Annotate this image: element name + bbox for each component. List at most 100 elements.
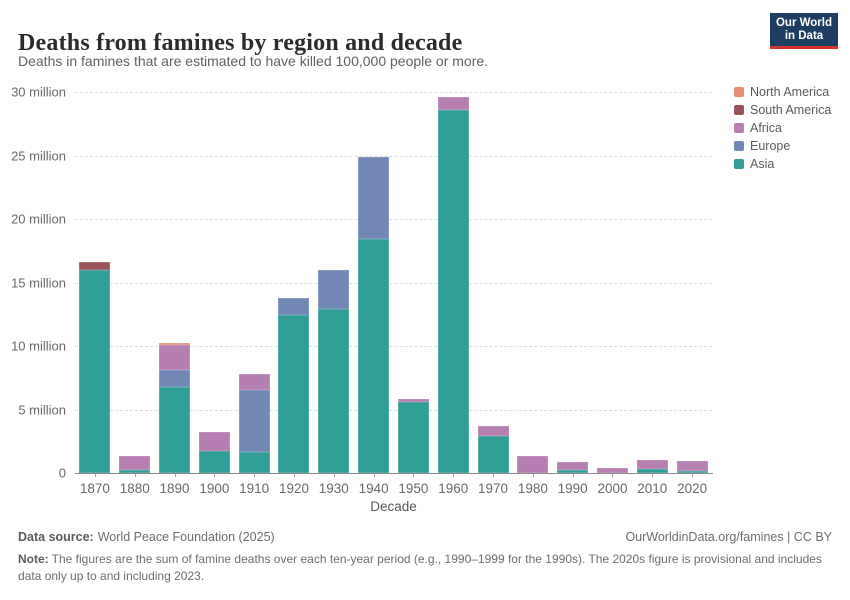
bar-segment-asia[interactable] bbox=[358, 239, 390, 473]
data-source-value: World Peace Foundation (2025) bbox=[97, 530, 275, 544]
bar-1920[interactable] bbox=[278, 298, 310, 473]
bar-segment-europe[interactable] bbox=[159, 369, 191, 387]
x-tick-label-1870: 1870 bbox=[79, 481, 110, 496]
x-tick-label-1890: 1890 bbox=[159, 481, 190, 496]
x-tick-label-1970: 1970 bbox=[478, 481, 509, 496]
bar-segment-africa[interactable] bbox=[119, 455, 151, 471]
bar-1980[interactable] bbox=[517, 455, 549, 473]
legend-item-europe[interactable]: Europe bbox=[734, 137, 831, 155]
legend-swatch-icon bbox=[734, 87, 744, 97]
x-tick-label-1980: 1980 bbox=[517, 481, 548, 496]
bar-segment-asia[interactable] bbox=[238, 452, 270, 473]
bar-1930[interactable] bbox=[318, 269, 350, 473]
x-axis-line bbox=[75, 473, 713, 474]
x-tick-label-1940: 1940 bbox=[358, 481, 389, 496]
bar-segment-europe[interactable] bbox=[358, 157, 390, 240]
y-tick-label-25: 25 million bbox=[11, 148, 66, 163]
x-tick bbox=[692, 473, 694, 477]
bar-segment-north-america[interactable] bbox=[159, 342, 191, 346]
x-tick bbox=[652, 473, 654, 477]
legend-swatch-icon bbox=[734, 159, 744, 169]
bar-segment-africa[interactable] bbox=[238, 373, 270, 390]
bar-1940[interactable] bbox=[358, 157, 390, 473]
x-tick-label-1960: 1960 bbox=[438, 481, 469, 496]
bar-segment-asia[interactable] bbox=[397, 401, 429, 473]
bar-segment-asia[interactable] bbox=[159, 386, 191, 473]
x-tick-label-1880: 1880 bbox=[119, 481, 150, 496]
legend-item-africa[interactable]: Africa bbox=[734, 119, 831, 137]
x-tick-label-1990: 1990 bbox=[557, 481, 588, 496]
bar-1960[interactable] bbox=[437, 97, 469, 473]
gridline-20m bbox=[75, 219, 712, 220]
legend: North America South America Africa Europe As… bbox=[734, 83, 831, 173]
legend-item-south-america[interactable]: South America bbox=[734, 101, 831, 119]
bar-segment-asia[interactable] bbox=[79, 269, 111, 473]
legend-swatch-icon bbox=[734, 105, 744, 115]
gridline-25m bbox=[75, 155, 712, 157]
x-tick bbox=[373, 473, 375, 477]
bar-segment-asia[interactable] bbox=[318, 309, 350, 473]
bar-segment-asia[interactable] bbox=[278, 314, 310, 473]
x-tick bbox=[572, 473, 574, 477]
y-tick-label-5: 5 million bbox=[18, 402, 66, 417]
bar-segment-africa[interactable] bbox=[397, 399, 429, 402]
legend-swatch-icon bbox=[734, 123, 744, 133]
bar-segment-africa[interactable] bbox=[517, 455, 549, 473]
x-tick bbox=[612, 473, 614, 477]
bar-2000[interactable] bbox=[596, 467, 628, 473]
bar-1890[interactable] bbox=[159, 342, 191, 473]
bar-segment-africa[interactable] bbox=[596, 467, 628, 473]
bar-segment-asia[interactable] bbox=[198, 451, 230, 473]
bar-1900[interactable] bbox=[198, 432, 230, 473]
x-tick bbox=[333, 473, 335, 477]
plot-area: 1870 1880 1890 1900 1910 1920 1930 1940 1950 1960… bbox=[75, 92, 712, 496]
bar-segment-africa[interactable] bbox=[159, 345, 191, 370]
bar-1880[interactable] bbox=[119, 455, 151, 473]
legend-label: South America bbox=[750, 103, 832, 117]
bar-1990[interactable] bbox=[557, 461, 589, 473]
y-tick-label-30: 30 million bbox=[11, 84, 66, 100]
bar-segment-asia[interactable] bbox=[119, 470, 151, 473]
legend-label: Asia bbox=[750, 157, 775, 171]
x-tick bbox=[134, 473, 136, 477]
bar-1970[interactable] bbox=[477, 426, 509, 473]
legend-swatch-icon bbox=[734, 141, 744, 151]
bar-segment-africa[interactable] bbox=[636, 460, 668, 470]
x-tick-label-1950: 1950 bbox=[398, 481, 429, 496]
gridline-15m bbox=[75, 282, 712, 284]
bar-segment-asia[interactable] bbox=[477, 436, 509, 473]
bar-1950[interactable] bbox=[397, 399, 429, 473]
x-tick-label-2000: 2000 bbox=[597, 481, 628, 496]
chart-subtitle: Deaths in famines that are estimated to … bbox=[18, 53, 489, 69]
bar-segment-south-america[interactable] bbox=[79, 262, 111, 270]
gridline-5m bbox=[75, 409, 712, 411]
bar-2020[interactable] bbox=[676, 460, 708, 473]
bar-segment-africa[interactable] bbox=[557, 461, 589, 470]
bar-segment-europe[interactable] bbox=[318, 269, 350, 310]
bar-segment-europe[interactable] bbox=[238, 389, 270, 453]
bar-segment-asia[interactable] bbox=[437, 109, 469, 473]
x-tick bbox=[413, 473, 415, 477]
legend-item-asia[interactable]: Asia bbox=[734, 155, 831, 173]
bar-segment-asia[interactable] bbox=[557, 469, 589, 473]
bar-segment-europe[interactable] bbox=[278, 298, 310, 315]
x-tick-label-1920: 1920 bbox=[278, 481, 309, 496]
footer-link[interactable]: OurWorldinData.org/famines | CC BY bbox=[625, 530, 832, 544]
bar-segment-africa[interactable] bbox=[198, 432, 230, 452]
bar-segment-asia[interactable] bbox=[676, 471, 708, 473]
bar-segment-asia[interactable] bbox=[636, 469, 668, 473]
bar-segment-africa[interactable] bbox=[477, 426, 509, 437]
owid-logo-line2: in Data bbox=[784, 29, 824, 42]
x-tick bbox=[214, 473, 216, 477]
bar-1910[interactable] bbox=[238, 373, 270, 473]
owid-logo[interactable]: Our World in Data bbox=[770, 13, 838, 49]
bar-segment-africa[interactable] bbox=[676, 460, 708, 472]
bar-segment-africa[interactable] bbox=[437, 97, 469, 110]
x-tick bbox=[532, 473, 534, 477]
x-tick bbox=[254, 473, 256, 477]
legend-item-north-america[interactable]: North America bbox=[734, 83, 831, 101]
bar-2010[interactable] bbox=[636, 460, 668, 473]
legend-label: Europe bbox=[750, 139, 791, 153]
bar-1870[interactable] bbox=[79, 262, 111, 473]
